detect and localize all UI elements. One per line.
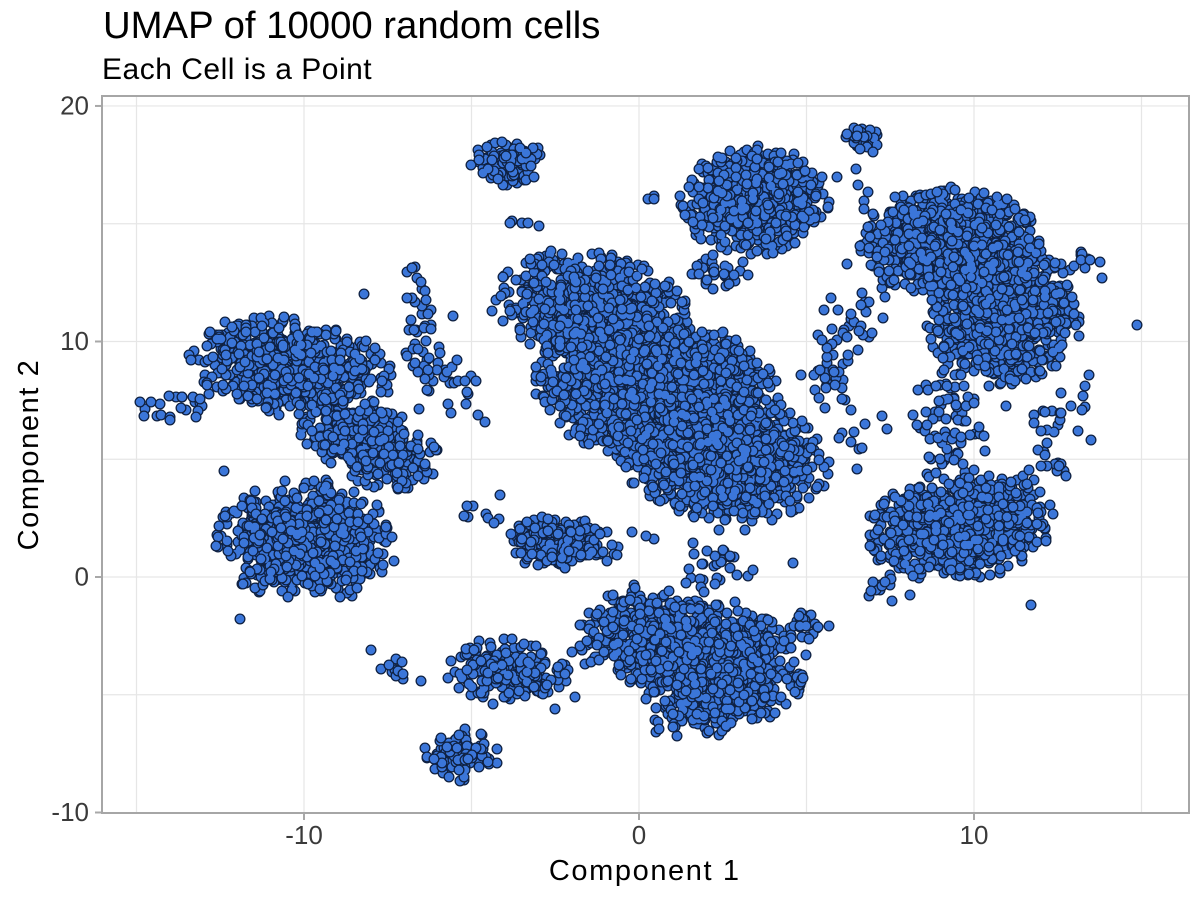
svg-text:-10: -10: [285, 820, 323, 850]
svg-text:10: 10: [60, 326, 89, 356]
svg-text:0: 0: [632, 820, 646, 850]
svg-text:Component 2: Component 2: [13, 359, 45, 551]
svg-text:Each Cell is a Point: Each Cell is a Point: [102, 53, 372, 86]
svg-text:Component 1: Component 1: [549, 855, 741, 887]
svg-text:0: 0: [75, 562, 89, 592]
svg-text:10: 10: [960, 820, 989, 850]
svg-text:UMAP of 10000 random cells: UMAP of 10000 random cells: [103, 4, 600, 47]
svg-text:20: 20: [60, 91, 89, 121]
svg-text:-10: -10: [51, 797, 89, 827]
